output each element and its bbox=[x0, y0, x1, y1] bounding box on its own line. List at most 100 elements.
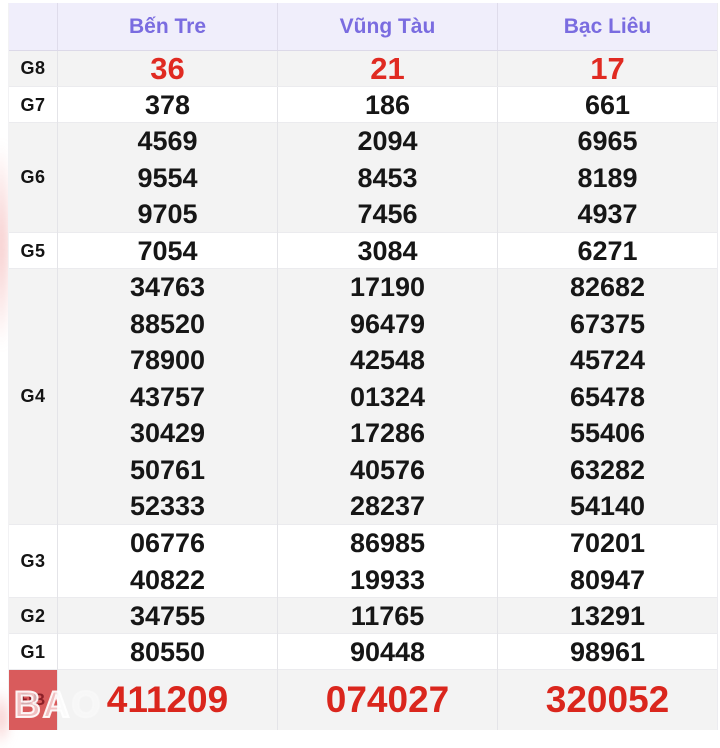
prize-number: 8453 bbox=[357, 162, 418, 193]
prize-numbers-cell: 70201 80947 bbox=[497, 525, 717, 598]
prize-number: 320052 bbox=[545, 679, 670, 720]
prize-label-g3: G3 bbox=[20, 551, 46, 571]
prize-number: 6965 bbox=[577, 126, 638, 156]
prize-number: 7054 bbox=[137, 236, 198, 266]
prize-numbers-cell: 411209 bbox=[57, 670, 277, 730]
prize-number: 98961 bbox=[569, 637, 646, 667]
prize-row-g1: G1 80550 90448 98961 bbox=[9, 633, 717, 671]
prize-row-g7: G7 378 186 661 bbox=[9, 86, 717, 124]
prize-number: 7456 bbox=[357, 199, 418, 229]
prize-number: 96479 bbox=[349, 308, 426, 339]
prize-number: 2094 bbox=[357, 126, 418, 156]
prize-number: 378 bbox=[144, 90, 191, 120]
prize-row-g5: G5 7054 3084 6271 bbox=[9, 232, 717, 270]
prize-label-g2: G2 bbox=[20, 605, 46, 626]
prize-row-g2: G2 34755 11765 13291 bbox=[9, 597, 717, 635]
prize-number: 4569 bbox=[137, 126, 198, 156]
prize-number: 19933 bbox=[349, 564, 426, 595]
prize-number: 9705 bbox=[137, 199, 198, 229]
prize-number: 40576 bbox=[349, 454, 426, 485]
prize-label-g8: G8 bbox=[20, 58, 46, 78]
prize-number: 34763 bbox=[129, 272, 206, 302]
prize-numbers-cell: 6271 bbox=[497, 233, 717, 270]
prize-row-g6: G6 4569 9554 9705 2094 8453 7456 6965 8189 4937 bbox=[9, 122, 717, 233]
prize-number: 17190 bbox=[349, 272, 426, 302]
prize-numbers-cell: 86985 19933 bbox=[277, 525, 497, 598]
prize-number: 21 bbox=[370, 51, 405, 86]
prize-numbers-cell: 82682 67375 45724 65478 55406 63282 54140 bbox=[497, 269, 717, 525]
header-corner-cell bbox=[9, 3, 57, 50]
prize-number: 9554 bbox=[137, 162, 198, 193]
prize-numbers-cell: 98961 bbox=[497, 634, 717, 671]
prize-numbers-cell: 378 bbox=[57, 87, 277, 124]
prize-number: 42548 bbox=[349, 345, 426, 375]
prize-number: 4937 bbox=[577, 199, 638, 229]
prize-label-db: ĐB bbox=[9, 670, 57, 730]
prize-number: 88520 bbox=[129, 308, 206, 339]
prize-number: 67375 bbox=[569, 308, 646, 339]
prize-numbers-cell: 21 bbox=[277, 51, 497, 86]
prize-numbers-cell: 320052 bbox=[497, 670, 717, 730]
prize-numbers-cell: 6965 8189 4937 bbox=[497, 123, 717, 233]
prize-number: 80947 bbox=[569, 564, 646, 595]
prize-numbers-cell: 36 bbox=[57, 51, 277, 86]
prize-numbers-cell: 074027 bbox=[277, 670, 497, 730]
prize-number: 411209 bbox=[106, 679, 229, 720]
prize-number: 074027 bbox=[325, 679, 450, 720]
prize-number: 70201 bbox=[569, 528, 646, 558]
prize-numbers-cell: 17190 96479 42548 01324 17286 40576 28237 bbox=[277, 269, 497, 525]
prize-numbers-cell: 90448 bbox=[277, 634, 497, 671]
prize-row-g8: G8 36 21 17 bbox=[9, 51, 717, 86]
prize-numbers-cell: 34755 bbox=[57, 598, 277, 635]
prize-numbers-cell: 11765 bbox=[277, 598, 497, 635]
prize-number: 82682 bbox=[569, 272, 646, 302]
prize-number: 78900 bbox=[129, 345, 206, 375]
prize-row-g3: G3 06776 40822 86985 19933 70201 80947 bbox=[9, 524, 717, 598]
prize-number: 17286 bbox=[349, 418, 426, 448]
prize-number: 55406 bbox=[569, 418, 646, 448]
prize-numbers-cell: 3084 bbox=[277, 233, 497, 270]
prize-numbers-cell: 7054 bbox=[57, 233, 277, 270]
prize-number: 34755 bbox=[129, 601, 206, 631]
prize-numbers-cell: 186 bbox=[277, 87, 497, 124]
prize-row-g4: G4 34763 88520 78900 43757 30429 50761 52333 171… bbox=[9, 268, 717, 525]
prize-number: 06776 bbox=[129, 528, 206, 558]
prize-number: 36 bbox=[150, 51, 185, 86]
prize-number: 45724 bbox=[569, 345, 646, 375]
prize-number: 30429 bbox=[129, 418, 206, 448]
prize-numbers-cell: 06776 40822 bbox=[57, 525, 277, 598]
prize-number: 50761 bbox=[129, 454, 206, 485]
prize-number: 65478 bbox=[569, 381, 646, 412]
header-province-ben-tre: Bến Tre bbox=[57, 3, 277, 50]
prize-number: 43757 bbox=[129, 381, 206, 412]
prize-label-g5: G5 bbox=[20, 240, 46, 261]
prize-number: 17 bbox=[590, 51, 625, 86]
header-province-bac-lieu: Bạc Liêu bbox=[497, 3, 717, 50]
prize-numbers-cell: 661 bbox=[497, 87, 717, 124]
header-province-vung-tau: Vũng Tàu bbox=[277, 3, 497, 50]
prize-rows-container: G8 36 21 17 G7 378 186 661 G6 4569 9554 9705 2094 845… bbox=[9, 51, 717, 730]
lottery-results-table: Bến Tre Vũng Tàu Bạc Liêu G8 36 21 17 G7 378 1… bbox=[8, 3, 718, 730]
prize-number: 28237 bbox=[349, 491, 426, 521]
prize-number: 63282 bbox=[569, 454, 646, 485]
prize-number: 52333 bbox=[129, 491, 206, 521]
prize-number: 01324 bbox=[349, 381, 426, 412]
prize-number: 8189 bbox=[577, 162, 638, 193]
prize-numbers-cell: 17 bbox=[497, 51, 717, 86]
lottery-results-page: Bến Tre Vũng Tàu Bạc Liêu G8 36 21 17 G7 378 1… bbox=[0, 3, 718, 748]
prize-number: 661 bbox=[584, 90, 631, 120]
prize-numbers-cell: 13291 bbox=[497, 598, 717, 635]
header-row: Bến Tre Vũng Tàu Bạc Liêu bbox=[9, 3, 717, 51]
prize-numbers-cell: 80550 bbox=[57, 634, 277, 671]
prize-numbers-cell: 4569 9554 9705 bbox=[57, 123, 277, 233]
prize-label-g1: G1 bbox=[20, 641, 46, 662]
prize-numbers-cell: 2094 8453 7456 bbox=[277, 123, 497, 233]
prize-numbers-cell: 34763 88520 78900 43757 30429 50761 52333 bbox=[57, 269, 277, 525]
prize-number: 6271 bbox=[577, 236, 638, 266]
prize-number: 90448 bbox=[349, 637, 426, 667]
prize-number: 54140 bbox=[569, 491, 646, 521]
prize-number: 13291 bbox=[569, 601, 646, 631]
prize-label-g7: G7 bbox=[20, 94, 46, 115]
prize-label-g4: G4 bbox=[20, 386, 46, 407]
prize-number: 86985 bbox=[349, 528, 426, 558]
